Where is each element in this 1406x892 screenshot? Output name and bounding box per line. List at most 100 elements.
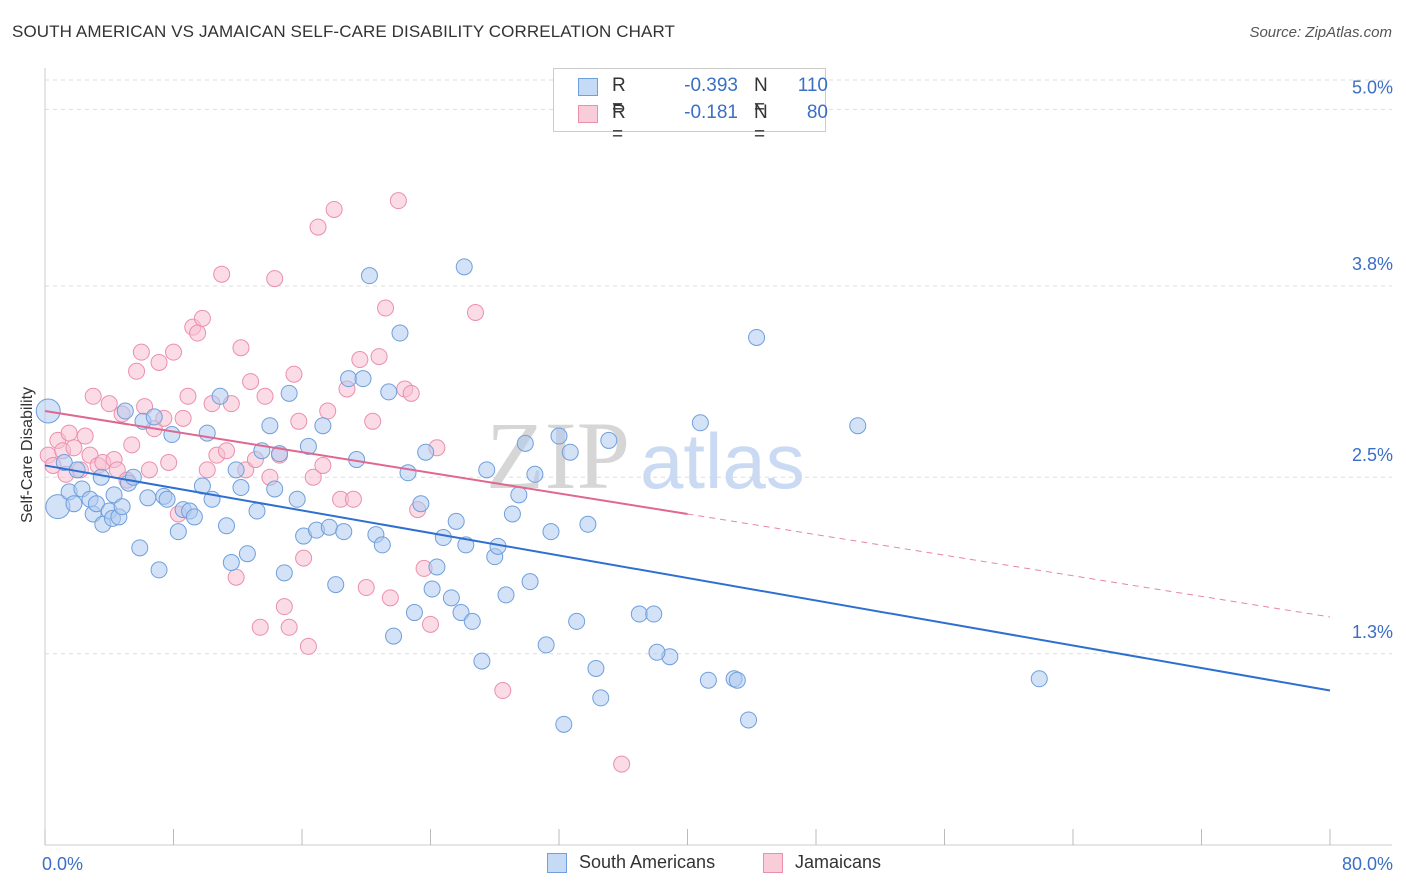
south-american-point — [211, 387, 229, 405]
south-american-point — [526, 465, 544, 483]
jamaican-point — [280, 618, 298, 636]
south-american-point — [360, 267, 378, 285]
jamaican-point — [150, 353, 168, 371]
south-american-point — [158, 490, 176, 508]
south-american-point — [169, 523, 187, 541]
south-american-point — [139, 489, 157, 507]
south-american-point — [131, 539, 149, 557]
jamaican-point — [422, 615, 439, 633]
south-american-swatch — [547, 853, 567, 873]
south-american-point — [434, 529, 452, 547]
south-american-point — [320, 518, 338, 536]
x-tick-label: 80.0% — [1342, 854, 1393, 874]
jamaican-point — [381, 589, 399, 607]
jamaican-point — [314, 456, 332, 474]
jamaican-point — [295, 549, 313, 567]
tick-labels: 1.3% 2.5% 3.8% 5.0% 0.0% 80.0% — [42, 77, 1393, 874]
jamaican-point — [174, 409, 192, 427]
jamaican-point — [325, 200, 343, 218]
south-american-point — [497, 586, 515, 604]
south-american-point — [728, 671, 746, 689]
south-american-point — [849, 417, 867, 435]
south-american-point — [280, 384, 298, 402]
jamaican-point — [179, 387, 197, 405]
south-american-point — [645, 605, 663, 623]
jamaican-point — [193, 309, 211, 327]
jamaican-swatch — [763, 853, 783, 873]
y-tick-label: 5.0% — [1352, 77, 1393, 97]
n-label: N = — [754, 75, 768, 118]
jamaican-point — [84, 387, 102, 405]
south-american-point — [288, 490, 306, 508]
south-american-point — [163, 426, 181, 444]
south-american-point — [248, 502, 266, 520]
south-american-point — [457, 536, 475, 554]
bottom-legend-label: South Americans — [579, 852, 716, 872]
jamaican-point — [290, 412, 308, 430]
trend-lines — [44, 410, 1331, 692]
south-american-point — [542, 523, 560, 541]
south-american-point — [227, 461, 245, 479]
jamaican-point — [494, 682, 512, 700]
jamaican-point — [309, 218, 327, 236]
south-american-point — [579, 515, 597, 533]
jamaican-point — [242, 373, 260, 391]
south-american-point — [373, 536, 391, 554]
jamaican-point — [402, 384, 420, 402]
jamaican-points — [39, 192, 631, 773]
jamaican-point — [165, 343, 182, 361]
south-american-point — [65, 495, 83, 513]
south-american-point — [452, 604, 470, 622]
south-american-point — [232, 479, 250, 497]
south-american-point — [391, 324, 409, 342]
jamaican-point — [285, 365, 303, 383]
south-american-point — [447, 512, 465, 530]
south-american-point — [478, 461, 496, 479]
south-american-point — [261, 417, 279, 435]
jamaican-point — [60, 424, 78, 442]
south-american-point — [516, 434, 534, 452]
jamaican-point — [213, 265, 231, 283]
n-label: N = — [754, 102, 768, 145]
south-american-point — [1030, 670, 1048, 688]
south-american-point — [185, 508, 203, 526]
jamaican-point — [251, 618, 269, 636]
south-american-point — [299, 437, 317, 455]
south-american-point — [150, 561, 168, 579]
south-american-point — [354, 370, 372, 388]
r-label: R = — [612, 102, 626, 145]
jamaican-point — [299, 637, 317, 655]
south-american-point — [473, 652, 491, 670]
r-label: R = — [612, 75, 626, 118]
x-tick-label: 0.0% — [42, 854, 83, 874]
jamaican-point — [227, 568, 245, 586]
south-american-point — [537, 636, 555, 654]
south-american-point — [113, 498, 131, 516]
n-value: 80 — [806, 102, 828, 123]
south-american-point — [587, 659, 605, 677]
south-american-point — [423, 580, 441, 598]
south-american-point — [503, 505, 521, 523]
watermark: ZIP atlas — [486, 402, 805, 509]
jamaican-trend-extension — [687, 513, 1331, 618]
r-value: -0.393 — [684, 75, 738, 96]
bottom-legend-label: Jamaicans — [795, 852, 882, 872]
chart-source: Source: ZipAtlas.com — [1249, 24, 1392, 41]
south-american-point — [385, 627, 403, 645]
south-american-point — [417, 443, 435, 461]
n-value: 110 — [797, 75, 828, 96]
jamaican-point — [370, 348, 388, 366]
south-american-point — [218, 517, 236, 535]
south-american-point — [630, 605, 648, 623]
jamaican-point — [256, 387, 274, 405]
chart-title: SOUTH AMERICAN VS JAMAICAN SELF-CARE DIS… — [12, 22, 676, 41]
grid-layer — [45, 79, 1392, 655]
jamaican-point — [218, 442, 236, 460]
south-american-point — [327, 576, 345, 594]
jamaican-point — [613, 755, 631, 773]
south-american-point — [442, 589, 460, 607]
jamaican-point — [357, 579, 375, 597]
south-american-point — [340, 370, 358, 388]
jamaican-point — [364, 412, 382, 430]
